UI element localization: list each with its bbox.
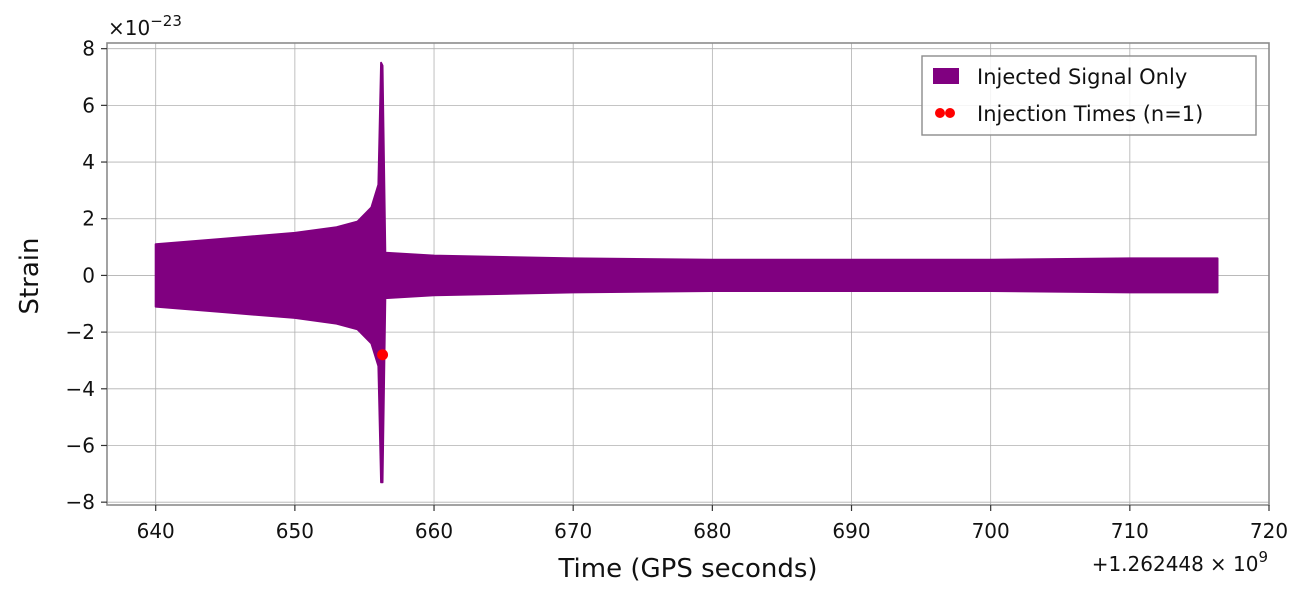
y-axis-title: Strain	[15, 237, 45, 314]
y-scale-label: ×10−23	[108, 12, 182, 40]
x-tick-label: 720	[1250, 519, 1288, 543]
x-offset-label: +1.262448 × 109	[1092, 548, 1268, 576]
injection-times-series	[377, 349, 389, 361]
y-tick-label: −4	[66, 377, 95, 401]
x-tick-label: 690	[832, 519, 870, 543]
x-tick-label: 680	[693, 519, 731, 543]
plot-frame	[106, 42, 1270, 506]
legend-label-signal: Injected Signal Only	[977, 65, 1187, 89]
y-tick-label: −6	[66, 433, 95, 457]
y-tick-label: 4	[82, 150, 95, 174]
x-tick-label: 700	[972, 519, 1010, 543]
y-tick-label: −8	[66, 490, 95, 514]
y-tick-label: −2	[66, 320, 95, 344]
legend-box	[921, 55, 1257, 136]
y-tick-label: 2	[82, 207, 95, 231]
y-axis-ticks: 8 6 4 2 0 −2 −4 −6 −8	[66, 37, 107, 514]
injected-signal-series	[154, 61, 1219, 484]
x-axis-ticks: 640 650 660 670 680 690 700 710 720	[137, 505, 1288, 543]
y-tick-label: 0	[82, 263, 95, 287]
legend-swatch-signal	[933, 68, 959, 84]
x-tick-label: 710	[1111, 519, 1149, 543]
y-tick-label: 8	[82, 37, 95, 61]
x-tick-label: 650	[276, 519, 314, 543]
legend: Injected Signal Only Injection Times (n=…	[921, 55, 1257, 136]
x-axis-title: Time (GPS seconds)	[557, 554, 817, 584]
legend-marker-dot	[945, 108, 955, 118]
signal-envelope	[154, 61, 1219, 484]
legend-label-injections: Injection Times (n=1)	[977, 102, 1203, 126]
legend-marker-dot	[935, 108, 945, 118]
injection-time-marker	[377, 349, 389, 361]
x-tick-label: 660	[415, 519, 453, 543]
y-tick-label: 6	[82, 93, 95, 117]
x-tick-label: 640	[137, 519, 175, 543]
x-tick-label: 670	[554, 519, 592, 543]
